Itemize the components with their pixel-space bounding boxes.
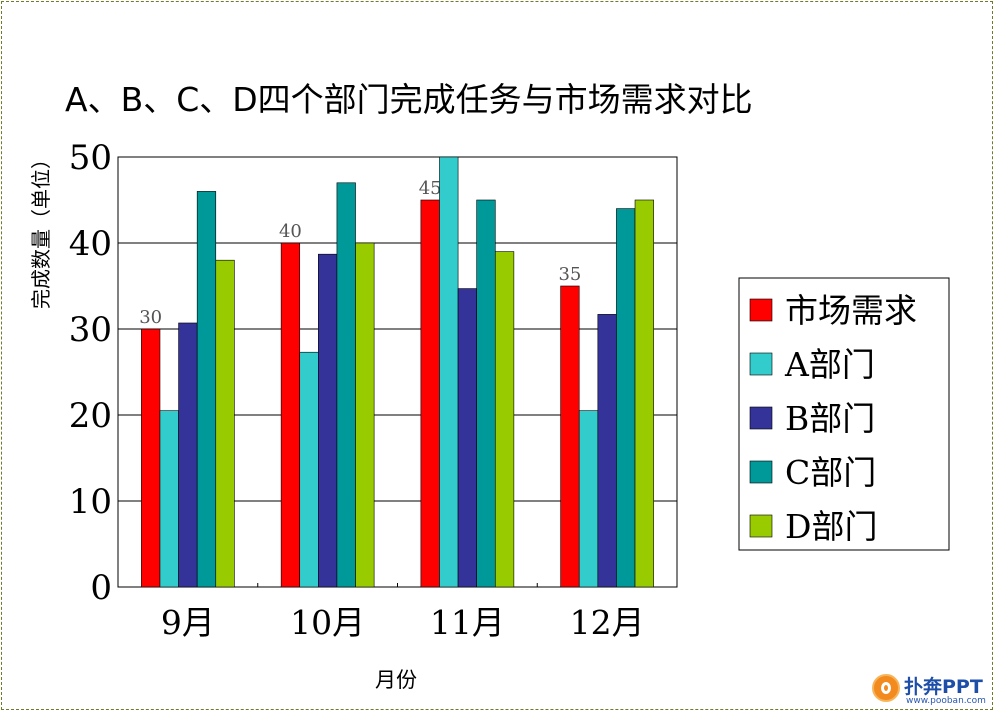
y-tick-label: 30 <box>69 310 112 350</box>
bar-dept-a <box>439 156 459 588</box>
bar-dept-a <box>578 410 599 588</box>
watermark-logo: 扑奔PPT www.pooban.com <box>866 670 994 712</box>
y-tick-label: 20 <box>69 396 112 436</box>
bar-dept-c <box>196 191 217 588</box>
watermark-brand: 扑奔PPT <box>904 676 983 698</box>
bar-dept-c <box>336 182 356 588</box>
bar-market-demand <box>560 285 580 588</box>
x-tick-label: 12月 <box>570 603 645 642</box>
bar-dept-c <box>616 208 636 588</box>
bar-dept-d <box>494 251 515 588</box>
legend-label: C部门 <box>785 453 876 492</box>
bar-dept-b <box>457 288 477 588</box>
y-tick-label: 10 <box>69 482 112 522</box>
bar-market-demand <box>141 328 161 588</box>
bar-dept-d <box>634 199 654 588</box>
bar-market-demand <box>280 242 301 588</box>
bar-dept-d <box>355 242 375 588</box>
bar-dept-a <box>159 410 179 588</box>
bar-dept-b <box>597 314 617 588</box>
data-label: 45 <box>419 178 442 199</box>
x-axis-label: 月份 <box>375 668 417 692</box>
pooban-logo-icon <box>872 674 900 702</box>
bar-market-demand <box>420 199 440 588</box>
bar-dept-d <box>215 259 235 588</box>
legend-label: D部门 <box>785 507 877 546</box>
data-label: 35 <box>558 264 581 285</box>
legend-swatch <box>749 514 773 538</box>
legend-swatch <box>749 460 773 484</box>
legend-label: A部门 <box>784 345 875 384</box>
chart-title: A、B、C、D四个部门完成任务与市场需求对比 <box>65 80 753 119</box>
x-tick-label: 10月 <box>290 603 365 642</box>
legend-swatch <box>749 406 773 430</box>
data-label: 40 <box>279 221 302 242</box>
legend-label: 市场需求 <box>785 291 917 330</box>
y-tick-label: 50 <box>69 138 112 178</box>
y-axis-label: 完成数量（单位） <box>29 149 53 309</box>
legend-label: B部门 <box>785 399 875 438</box>
legend-swatch <box>749 352 773 376</box>
y-tick-label: 0 <box>90 568 112 608</box>
bar-dept-c <box>476 199 496 588</box>
bar-dept-b <box>178 322 198 588</box>
legend-box <box>738 277 950 551</box>
bar-dept-b <box>318 253 338 588</box>
plot-area: 0 10 20 30 40 50 30 40 45 35 9月 10月 11月 12月 <box>69 138 678 642</box>
bar-dept-a <box>299 351 319 588</box>
y-tick-label: 40 <box>69 224 112 264</box>
x-tick-label: 9月 <box>161 603 215 642</box>
legend: 市场需求 A部门 B部门 C部门 D部门 <box>738 277 950 551</box>
legend-swatch <box>749 298 773 322</box>
watermark-url: www.pooban.com <box>906 696 986 706</box>
x-tick-label: 11月 <box>430 603 505 642</box>
data-label: 30 <box>139 307 162 328</box>
